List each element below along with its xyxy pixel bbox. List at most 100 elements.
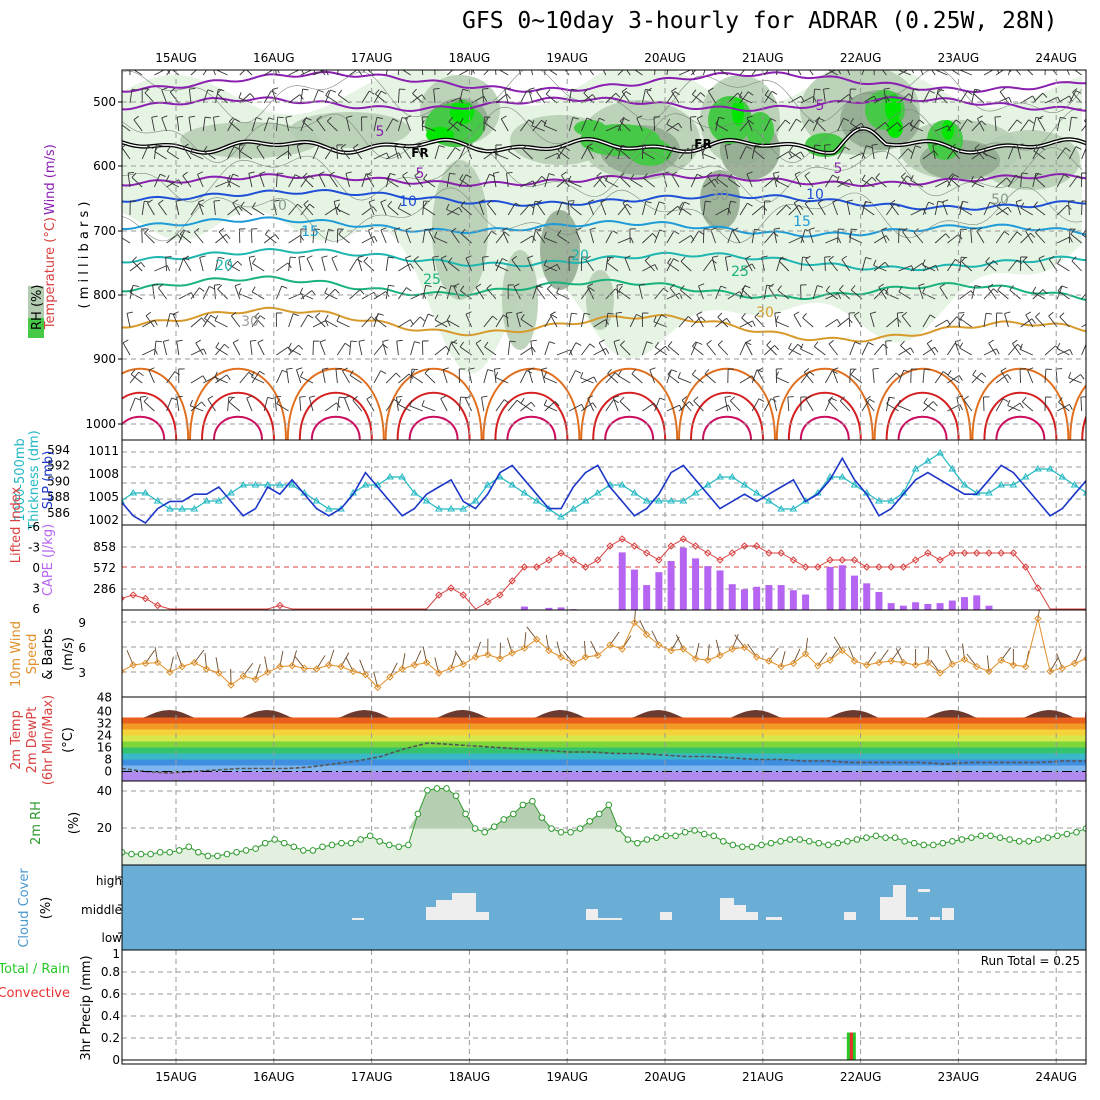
wind-barb-staff: [971, 176, 982, 188]
wind-barb-flag: [290, 256, 297, 259]
wind-barb-flag: [249, 255, 256, 258]
thickness-marker: [337, 505, 345, 512]
wind-barb-flag: [613, 147, 620, 152]
wind-barb-flag: [1019, 402, 1024, 409]
wind-barb-flag: [451, 339, 457, 344]
thickness-marker: [398, 473, 407, 480]
wind10-marker: [276, 662, 284, 671]
wind-barb-flag: [727, 208, 732, 214]
wind10-marker: [288, 662, 296, 670]
pressure-tick: 800: [93, 288, 116, 302]
wind-barb-flag: [296, 367, 303, 371]
wind-barb-staff: [772, 173, 778, 188]
wind-barb-flag: [126, 311, 133, 314]
wind-barb-staff: [478, 201, 485, 216]
wind-barb-staff: [910, 145, 916, 160]
wind10-barb: [747, 643, 758, 658]
wind-barb-staff: [1069, 374, 1081, 384]
thickness-marker: [630, 489, 639, 496]
rh2-marker: [137, 850, 145, 858]
wind-barb-staff: [434, 285, 441, 300]
wind-barb-flag: [564, 147, 571, 152]
thickness-tick: 590: [47, 474, 70, 488]
wind-barb-flag: [353, 143, 359, 149]
wind-barb-flag: [1021, 172, 1028, 175]
rh2-marker: [462, 810, 469, 818]
wind-barb-flag: [661, 314, 667, 319]
wind-barb-flag: [298, 344, 304, 350]
wind-barb-staff: [544, 70, 546, 76]
wind-barb-staff: [797, 70, 802, 76]
wind-barb-staff: [642, 264, 656, 272]
wind-barb-flag: [884, 261, 890, 268]
wind-barb-staff: [974, 148, 985, 160]
wind-barb-flag: [406, 287, 412, 292]
wind-barb-flag: [405, 255, 412, 259]
wind-barb-flag: [619, 172, 625, 178]
li-marker: [545, 556, 553, 564]
wind-barb-staff: [218, 231, 228, 244]
wind-barb-staff: [132, 260, 143, 272]
li-marker: [153, 601, 162, 610]
wind-barb-flag: [396, 339, 403, 342]
wind-barb-flag: [158, 199, 164, 205]
wind-barb-flag: [325, 320, 329, 327]
wind-barb-staff: [846, 201, 851, 216]
wind10-marker: [1046, 667, 1054, 676]
wind-barb-staff: [520, 204, 530, 216]
axis-title-ms: (m/s): [61, 637, 76, 671]
wind-barb-staff: [361, 291, 375, 300]
rh2-marker: [529, 797, 536, 805]
wind-barb-staff: [788, 348, 802, 356]
wind-barb-flag: [927, 60, 932, 63]
wind-barb-flag: [1075, 146, 1082, 150]
li-marker: [973, 549, 981, 557]
rh2-marker: [557, 828, 565, 836]
wind-barb-staff: [288, 344, 299, 356]
wind-barb-staff: [380, 229, 387, 244]
wind-barb-flag: [959, 404, 963, 411]
date-label-bottom: 18AUG: [449, 1070, 491, 1084]
wind-barb-flag: [554, 401, 560, 407]
wind-barb-staff: [666, 70, 669, 76]
wind-barb-staff: [624, 257, 631, 272]
date-label-bottom: 24AUG: [1035, 1070, 1077, 1084]
wind-barb-flag: [898, 64, 900, 70]
wind10-marker: [141, 659, 150, 668]
wind-barb-staff: [239, 371, 250, 384]
wind-barb-staff: [995, 398, 1004, 412]
wind-barb-staff: [751, 205, 764, 216]
wind-barb-staff: [183, 258, 192, 272]
cloud-middle-block: [720, 898, 734, 920]
wind-barb-staff: [995, 374, 1008, 384]
wind-barb-flag: [522, 144, 528, 150]
thickness-marker: [386, 473, 394, 480]
wind-barb-staff: [923, 402, 936, 412]
wind-barb-staff: [775, 376, 789, 384]
wind-barb-flag: [707, 62, 713, 64]
wind-barb-flag: [315, 312, 321, 318]
wind-barb-flag: [918, 119, 925, 124]
wind-barb-flag: [1057, 258, 1062, 264]
wind-barb-staff: [544, 152, 558, 160]
wind-barb-flag: [528, 367, 535, 371]
wind-barb-flag: [359, 289, 365, 295]
wind-barb-flag: [932, 143, 939, 146]
li-marker: [557, 549, 565, 557]
wind-barb-staff: [520, 346, 533, 356]
wind-barb-staff: [947, 259, 956, 272]
wind-barb-staff: [971, 150, 984, 160]
wind-barb-flag: [1016, 231, 1022, 236]
wind-barb-flag: [775, 371, 779, 378]
wind-barb-staff: [920, 70, 924, 76]
wind-barb-staff: [680, 261, 692, 272]
wind-barb-staff: [349, 70, 358, 76]
pressure-tick: 600: [93, 159, 116, 173]
cloud-middle-block: [426, 907, 436, 920]
wind-barb-staff: [800, 257, 803, 272]
wind-barb-staff: [643, 177, 655, 188]
wind-barb-flag: [509, 340, 516, 343]
wind-barb-flag: [692, 341, 697, 347]
wind-barb-staff: [315, 316, 326, 328]
wind-barb-flag: [433, 88, 440, 90]
